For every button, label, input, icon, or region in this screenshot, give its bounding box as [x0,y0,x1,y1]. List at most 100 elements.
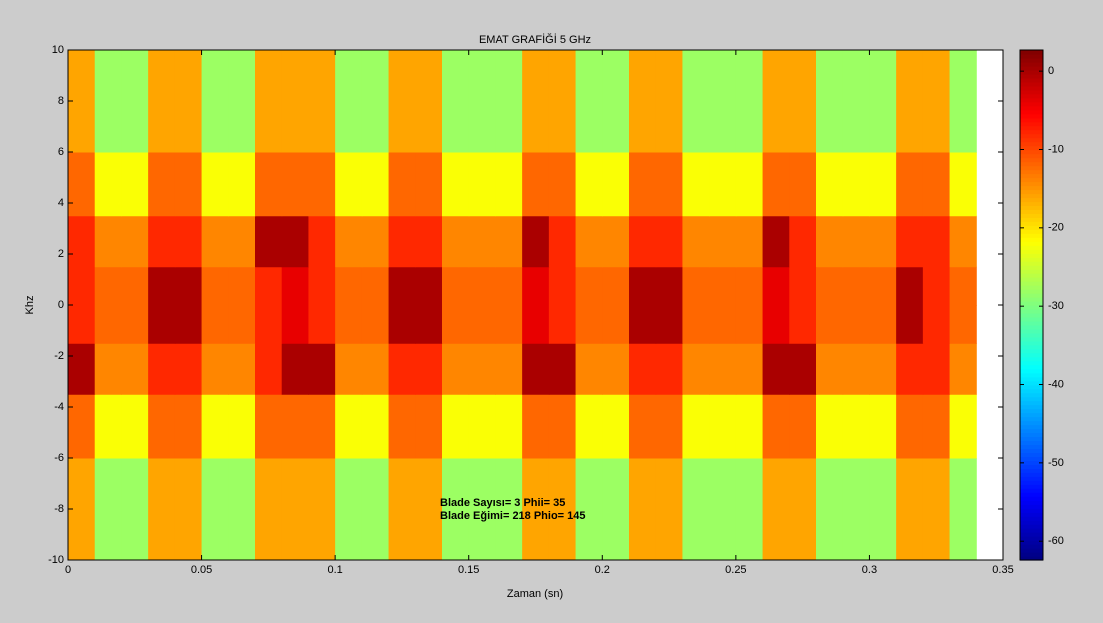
heatmap-cell [629,394,657,459]
heatmap-cell [68,394,96,459]
heatmap-cell [174,394,203,459]
heatmap-cell [388,343,416,395]
heatmap-cell [655,305,683,344]
heatmap-cell [415,215,443,268]
heatmap-cell [94,343,122,395]
heatmap-cell [442,266,470,306]
colorbar-swatch [1020,53,1043,59]
heatmap-cell [415,305,443,344]
colorbar-swatch [1020,209,1043,214]
colorbar-swatch [1020,384,1043,390]
heatmap-cell [922,152,951,217]
heatmap-cell [68,343,96,395]
colorbar-tick-label: -10 [1048,143,1064,155]
colorbar-swatch [1020,81,1043,87]
heatmap-cell [922,50,951,153]
heatmap-cell [442,394,470,459]
x-tick-label: 0 [65,564,71,576]
colorbar-swatch [1020,161,1043,167]
heatmap-cell [842,343,870,395]
heatmap-cell [709,266,737,306]
heatmap-cell [655,152,683,217]
heatmap-cell [361,305,390,344]
heatmap-cell [869,305,897,344]
colorbar-swatch [1020,149,1043,155]
colorbar-swatch [1020,133,1043,139]
heatmap-cell [789,305,817,344]
heatmap-cell [174,50,203,153]
heatmap-cell [789,458,817,561]
x-tick-label: 0.35 [992,564,1013,576]
heatmap-cell [468,50,496,153]
heatmap-cell [442,305,470,344]
heatmap-cell [842,305,870,344]
colorbar-tick-label: -30 [1048,300,1064,312]
colorbar-swatch [1020,476,1043,481]
colorbar-swatch [1020,225,1043,230]
colorbar-swatch [1020,125,1043,131]
heatmap-cell [201,266,229,306]
heatmap-cell [735,394,764,459]
heatmap-cell [709,394,737,459]
heatmap-cell [468,458,496,561]
heatmap-cell [522,215,550,268]
colorbar-swatch [1020,440,1043,446]
colorbar-swatch [1020,213,1043,218]
colorbar-tick-label: 0 [1048,65,1054,77]
heatmap-cell [228,343,256,395]
y-tick-label: 2 [58,248,64,260]
heatmap-cell [842,152,870,217]
heatmap-cell [94,152,122,217]
colorbar-swatch [1020,344,1043,350]
colorbar-swatch [1020,340,1043,346]
heatmap-cell [281,266,309,306]
heatmap-cell [308,305,336,344]
heatmap-cell [442,343,470,395]
heatmap-cell [709,343,737,395]
heatmap-cell [201,50,229,153]
heatmap-cell [281,343,309,395]
heatmap-cell [602,266,630,306]
heatmap-cell [121,394,149,459]
heatmap-cell [442,152,470,217]
heatmap-cell [922,343,951,395]
colorbar-swatch [1020,320,1043,326]
colorbar-swatch [1020,352,1043,358]
heatmap-cell [629,152,657,217]
colorbar-swatch [1020,544,1043,549]
heatmap-cell [308,394,336,459]
colorbar-swatch [1020,57,1043,63]
heatmap-cell [255,266,283,306]
colorbar-swatch [1020,364,1043,370]
x-tick-label: 0.25 [725,564,746,576]
colorbar-swatch [1020,169,1043,175]
heatmap-cell [495,215,523,268]
heatmap-cell [922,305,951,344]
heatmap-cell [922,458,951,561]
colorbar-swatch [1020,153,1043,159]
colorbar-swatch [1020,65,1043,71]
heatmap-cell [602,343,630,395]
colorbar-swatch [1020,496,1043,501]
heatmap-cell [655,215,683,268]
heatmap-cell [148,266,176,306]
heatmap-cell [522,50,550,153]
colorbar-swatch [1020,376,1043,382]
heatmap-cell [335,305,363,344]
colorbar-swatch [1020,416,1043,422]
heatmap-cell [281,215,309,268]
heatmap-cell [468,266,496,306]
heatmap-cell [174,215,203,268]
colorbar-swatch [1020,177,1043,183]
heatmap-cell [789,266,817,306]
heatmap-cell [148,152,176,217]
annotation: Blade Sayısı= 3 Phii= 35 [440,497,565,509]
heatmap-cell [68,305,96,344]
heatmap-cell [896,394,924,459]
heatmap-cell [522,152,550,217]
heatmap-cell [148,215,176,268]
colorbar-swatch [1020,556,1043,561]
colorbar-swatch [1020,528,1043,533]
x-tick-label: 0.15 [458,564,479,576]
heatmap-cell [655,343,683,395]
